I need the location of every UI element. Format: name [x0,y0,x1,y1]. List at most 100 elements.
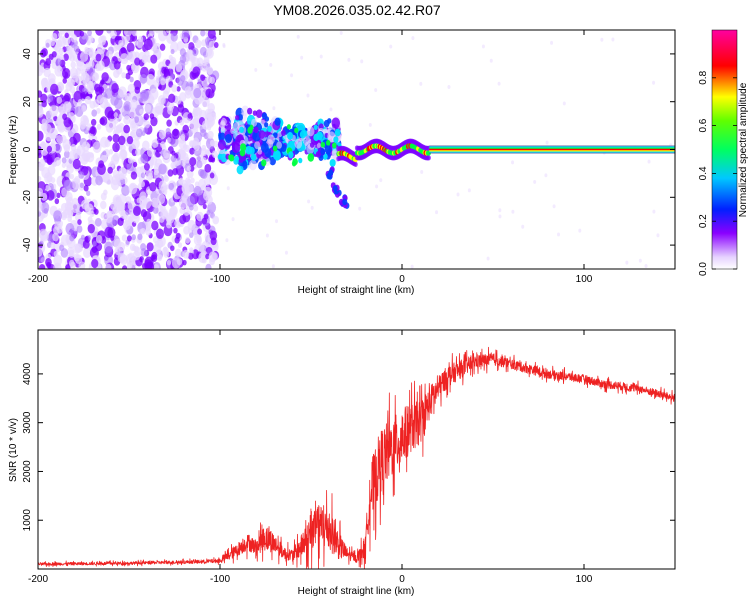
heatmap-cell [122,220,131,231]
heatmap-cell [82,115,88,122]
heatmap-cell [70,34,78,43]
heatmap-cell [56,192,61,199]
heatmap-cell [141,140,150,151]
heatmap-cell [306,126,315,137]
heatmap-cell [68,259,75,268]
heatmap-cell [329,107,333,112]
heatmap-cell [272,106,276,111]
heatmap-cell [126,64,131,71]
heatmap-cell [157,94,166,105]
heatmap-cell [96,63,101,70]
heatmap-cell [113,112,118,118]
heatmap-cell [126,42,135,53]
heatmap-cell [170,206,178,217]
heatmap-cell [62,139,71,151]
heatmap-cell [104,173,114,185]
heatmap-cell [186,195,196,208]
heatmap-cell [290,73,294,78]
heatmap-cell [241,105,250,116]
heatmap-cell [174,248,182,258]
heatmap-cell [200,148,208,157]
heatmap-cell [202,203,207,210]
heatmap-cell [281,129,286,137]
heatmap-cell [40,230,49,242]
heatmap-x-tick-label: 100 [576,274,593,285]
heatmap-cell [486,256,490,261]
heatmap-cell [545,140,549,145]
heatmap-cell [261,112,268,120]
heatmap-cell [121,184,130,196]
heatmap-cell [38,176,42,182]
heatmap-cell [69,85,76,94]
heatmap-cell [284,250,288,255]
heatmap-cell [329,158,336,167]
heatmap-cell [123,124,130,134]
heatmap-cell [288,151,294,159]
heatmap-cell [124,92,132,102]
heatmap-cell [140,181,146,188]
heatmap-cell [92,72,100,82]
heatmap-cell [181,30,190,39]
heatmap-cell [201,63,208,72]
heatmap-cell [250,153,257,161]
heatmap-cell [62,77,68,84]
colorbar-label: Normalized spectral amplitude [738,82,749,217]
heatmap-cell [41,122,48,132]
heatmap-cell [248,146,255,155]
heatmap-cell [95,30,104,36]
heatmap-cell [153,264,160,269]
heatmap-cell [272,145,278,152]
heatmap-cell [95,235,103,244]
heatmap-cell [49,105,59,117]
heatmap-cell [170,155,177,163]
heatmap-cell [182,249,190,259]
heatmap-cell [112,152,120,162]
heatmap-cell [247,126,253,134]
heatmap-cell [426,155,431,161]
heatmap-cell [552,204,556,209]
heatmap-cell [339,30,343,35]
heatmap-cell [38,105,44,116]
heatmap-cell [103,189,108,196]
heatmap-cell [178,149,187,160]
heatmap-cell [45,42,50,48]
heatmap-cell [98,86,105,94]
heatmap-cell [280,144,287,153]
heatmap-cell [179,207,186,215]
heatmap-cell [225,133,232,143]
heatmap-cell [77,219,82,225]
heatmap-cell [163,174,168,181]
heatmap-cell [205,195,213,205]
heatmap-cell [95,175,103,186]
heatmap-cell [182,259,187,266]
heatmap-cell [125,72,131,80]
heatmap-cell [84,95,92,105]
heatmap-cell [186,178,192,186]
heatmap-cell [76,149,81,156]
heatmap-cell [107,166,113,174]
heatmap-cell [189,118,199,131]
heatmap-cell [375,184,379,189]
heatmap-cell [89,152,94,158]
heatmap-cell [276,141,282,149]
heatmap-cell [56,117,62,125]
heatmap-cell [46,145,53,153]
heatmap-cell [200,30,206,37]
heatmap-cell [60,211,68,221]
heatmap-cell [179,119,185,126]
heatmap-cell [146,147,154,157]
heatmap-cell [170,32,178,42]
heatmap-cell [132,161,138,168]
heatmap-cell [162,149,171,159]
heatmap-cell [99,200,107,210]
heatmap-cell [70,143,77,152]
heatmap-cell [87,30,92,37]
heatmap-cell [511,160,515,165]
heatmap-cell [134,57,141,66]
heatmap-cell [189,204,194,211]
heatmap-cell [80,91,86,99]
heatmap-cell [152,206,159,214]
heatmap-cell [92,241,97,247]
heatmap-cell [145,73,155,86]
heatmap-cell [368,122,372,127]
